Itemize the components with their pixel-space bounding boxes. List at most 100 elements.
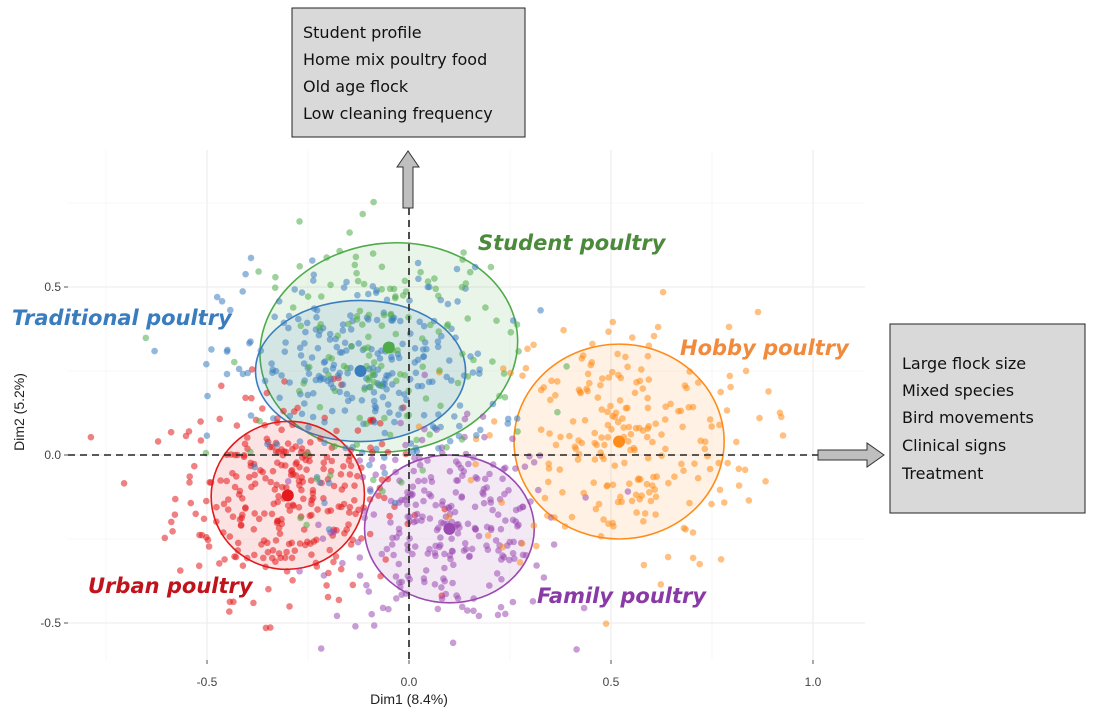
point-family-poultry xyxy=(372,471,380,479)
top-annotation: Student profile Home mix poultry food Ol… xyxy=(291,7,526,138)
point-urban-poultry xyxy=(286,507,294,514)
point-family-poultry xyxy=(284,478,292,485)
y-tick-label: 0.0 xyxy=(44,448,61,462)
point-urban-poultry xyxy=(286,603,293,610)
point-student-poultry xyxy=(255,268,262,275)
point-family-poultry xyxy=(378,550,386,558)
point-urban-poultry xyxy=(341,482,349,490)
point-family-poultry xyxy=(421,487,428,494)
point-hobby-poultry xyxy=(696,560,703,568)
point-hobby-poultry xyxy=(537,386,545,394)
point-urban-poultry xyxy=(262,475,269,482)
point-traditional-poultry xyxy=(339,381,347,388)
point-urban-poultry xyxy=(303,466,310,474)
point-student-poultry xyxy=(413,436,420,444)
point-hobby-poultry xyxy=(622,353,629,361)
point-hobby-poultry xyxy=(689,403,697,411)
point-student-poultry xyxy=(353,313,361,320)
point-traditional-poultry xyxy=(446,437,454,445)
point-student-poultry xyxy=(323,254,331,261)
point-hobby-poultry xyxy=(518,540,526,547)
point-hobby-poultry xyxy=(621,459,628,467)
point-family-poultry xyxy=(383,545,391,553)
point-family-poultry xyxy=(494,511,502,518)
point-family-poultry xyxy=(475,612,483,620)
point-hobby-poultry xyxy=(524,345,531,353)
point-traditional-poultry xyxy=(453,265,461,273)
point-hobby-poultry xyxy=(628,497,636,505)
point-student-poultry xyxy=(380,311,388,319)
point-urban-poultry xyxy=(251,510,258,517)
point-traditional-poultry xyxy=(203,360,210,368)
point-family-poultry xyxy=(527,498,534,505)
point-traditional-poultry xyxy=(429,423,437,430)
point-traditional-poultry xyxy=(389,317,396,324)
point-urban-poultry xyxy=(291,547,299,554)
point-family-poultry xyxy=(359,474,367,481)
point-traditional-poultry xyxy=(489,400,497,408)
point-family-poultry xyxy=(418,436,426,444)
top-annotation-line: Old age flock xyxy=(303,77,409,96)
point-hobby-poultry xyxy=(581,417,589,424)
x-tick-label: -0.5 xyxy=(197,675,218,689)
point-family-poultry xyxy=(479,413,487,421)
point-hobby-poultry xyxy=(754,308,762,316)
point-student-poultry xyxy=(466,268,474,276)
point-traditional-poultry xyxy=(391,418,398,426)
point-family-poultry xyxy=(519,503,526,511)
point-urban-poultry xyxy=(358,464,365,472)
point-urban-poultry xyxy=(259,405,266,412)
point-student-poultry xyxy=(443,444,450,451)
point-family-poultry xyxy=(445,504,453,512)
point-traditional-poultry xyxy=(369,364,377,372)
point-student-poultry xyxy=(514,428,521,435)
point-hobby-poultry xyxy=(592,505,600,513)
point-hobby-poultry xyxy=(544,512,551,519)
point-family-poultry xyxy=(315,521,322,529)
point-traditional-poultry xyxy=(224,346,231,354)
point-family-poultry xyxy=(540,574,548,581)
point-student-poultry xyxy=(378,322,386,330)
point-urban-poultry xyxy=(274,419,281,426)
point-urban-poultry xyxy=(234,547,242,554)
point-urban-poultry xyxy=(279,451,287,459)
centroid-traditional-poultry xyxy=(354,365,367,377)
point-family-poultry xyxy=(426,515,434,522)
axis-ticks: -0.5 0.0 0.5 1.0 -0.5 0.0 0.5 xyxy=(40,280,821,689)
point-hobby-poultry xyxy=(638,492,645,500)
point-family-poultry xyxy=(320,572,328,579)
point-hobby-poultry xyxy=(626,480,633,488)
point-urban-poultry xyxy=(307,439,314,446)
point-urban-poultry xyxy=(289,577,296,584)
point-student-poultry xyxy=(327,472,334,479)
point-hobby-poultry xyxy=(704,452,711,460)
point-urban-poultry xyxy=(168,518,175,526)
point-family-poultry xyxy=(402,441,409,449)
point-student-poultry xyxy=(464,315,472,322)
point-urban-poultry xyxy=(308,511,315,519)
point-hobby-poultry xyxy=(537,426,545,434)
point-urban-poultry xyxy=(402,450,410,458)
point-student-poultry xyxy=(367,384,374,391)
point-urban-poultry xyxy=(272,537,280,544)
point-hobby-poultry xyxy=(742,367,750,375)
point-urban-poultry xyxy=(285,540,293,548)
point-hobby-poultry xyxy=(671,473,678,481)
point-student-poultry xyxy=(348,343,355,350)
point-family-poultry xyxy=(530,459,538,466)
point-urban-poultry xyxy=(312,559,320,567)
centroid-family-poultry xyxy=(443,522,456,535)
point-hobby-poultry xyxy=(516,559,524,566)
point-hobby-poultry xyxy=(616,397,624,404)
point-urban-poultry xyxy=(337,565,345,573)
point-hobby-poultry xyxy=(641,510,649,517)
point-traditional-poultry xyxy=(426,283,433,291)
point-traditional-poultry xyxy=(388,353,395,361)
point-traditional-poultry xyxy=(370,397,378,405)
point-urban-poultry xyxy=(332,553,340,560)
point-traditional-poultry xyxy=(218,298,226,305)
point-student-poultry xyxy=(386,285,394,293)
point-traditional-poultry xyxy=(223,370,231,378)
point-student-poultry xyxy=(431,275,438,282)
point-hobby-poultry xyxy=(618,498,625,506)
